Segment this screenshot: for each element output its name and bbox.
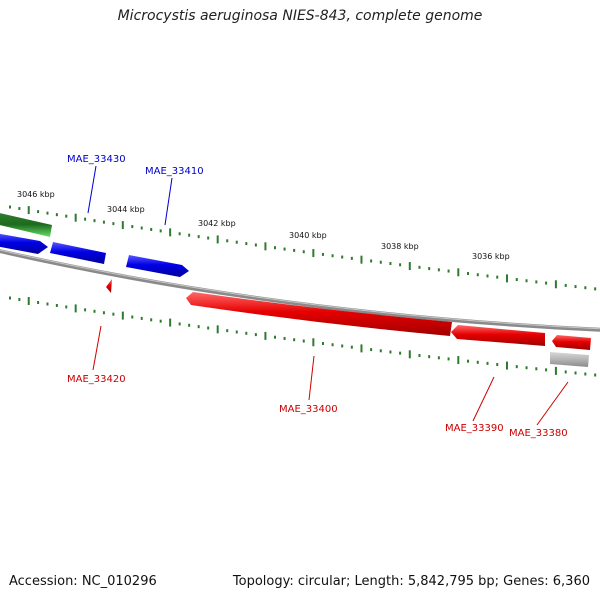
scale-label-3044: 3044 kbp	[107, 205, 145, 214]
scale-ticks-outer	[9, 205, 597, 291]
gene-label-mae-33380[interactable]: MAE_33380	[509, 428, 568, 439]
gene-mae-33430[interactable]	[50, 242, 106, 264]
genome-backbone	[0, 249, 600, 332]
accession-text: Accession: NC_010296	[9, 574, 157, 589]
gene-label-mae-33410[interactable]: MAE_33410	[145, 166, 204, 177]
gene-label-mae-33390[interactable]: MAE_33390	[445, 423, 504, 434]
callout-line-mae-33430	[87, 165, 97, 214]
gene-mae-33400[interactable]	[186, 292, 452, 336]
gene-label-mae-33400[interactable]: MAE_33400	[279, 404, 338, 415]
scale-label-3038: 3038 kbp	[381, 242, 419, 251]
gene-green[interactable]	[0, 212, 52, 237]
scale-label-3036: 3036 kbp	[472, 252, 510, 261]
scale-label-3040: 3040 kbp	[289, 231, 327, 240]
map-title: Microcystis aeruginosa NIES-843, complet…	[117, 8, 483, 24]
gene-label-mae-33430[interactable]: MAE_33430	[67, 154, 126, 165]
gene-mae-33410[interactable]	[126, 255, 189, 277]
gene-label-mae-33420[interactable]: MAE_33420	[67, 374, 126, 385]
gene-forward-left-edge[interactable]	[0, 233, 48, 254]
gene-mae-33420[interactable]	[106, 279, 112, 293]
scale-label-3042: 3042 kbp	[198, 219, 236, 228]
genome-backbone-highlight	[0, 249, 600, 330]
gene-gray[interactable]	[550, 352, 589, 367]
gene-mae-33390[interactable]	[451, 325, 545, 346]
callout-line-mae-33420	[92, 325, 102, 371]
scale-ticks-inner	[9, 296, 597, 377]
callout-line-mae-33410	[164, 177, 173, 226]
gene-mae-33380[interactable]	[552, 335, 591, 350]
scale-label-3046: 3046 kbp	[17, 190, 55, 199]
callout-line-mae-33400	[308, 355, 315, 401]
callout-line-mae-33380	[536, 381, 569, 426]
callout-line-mae-33390	[472, 376, 495, 422]
topology-text: Topology: circular; Length: 5,842,795 bp…	[232, 574, 590, 589]
